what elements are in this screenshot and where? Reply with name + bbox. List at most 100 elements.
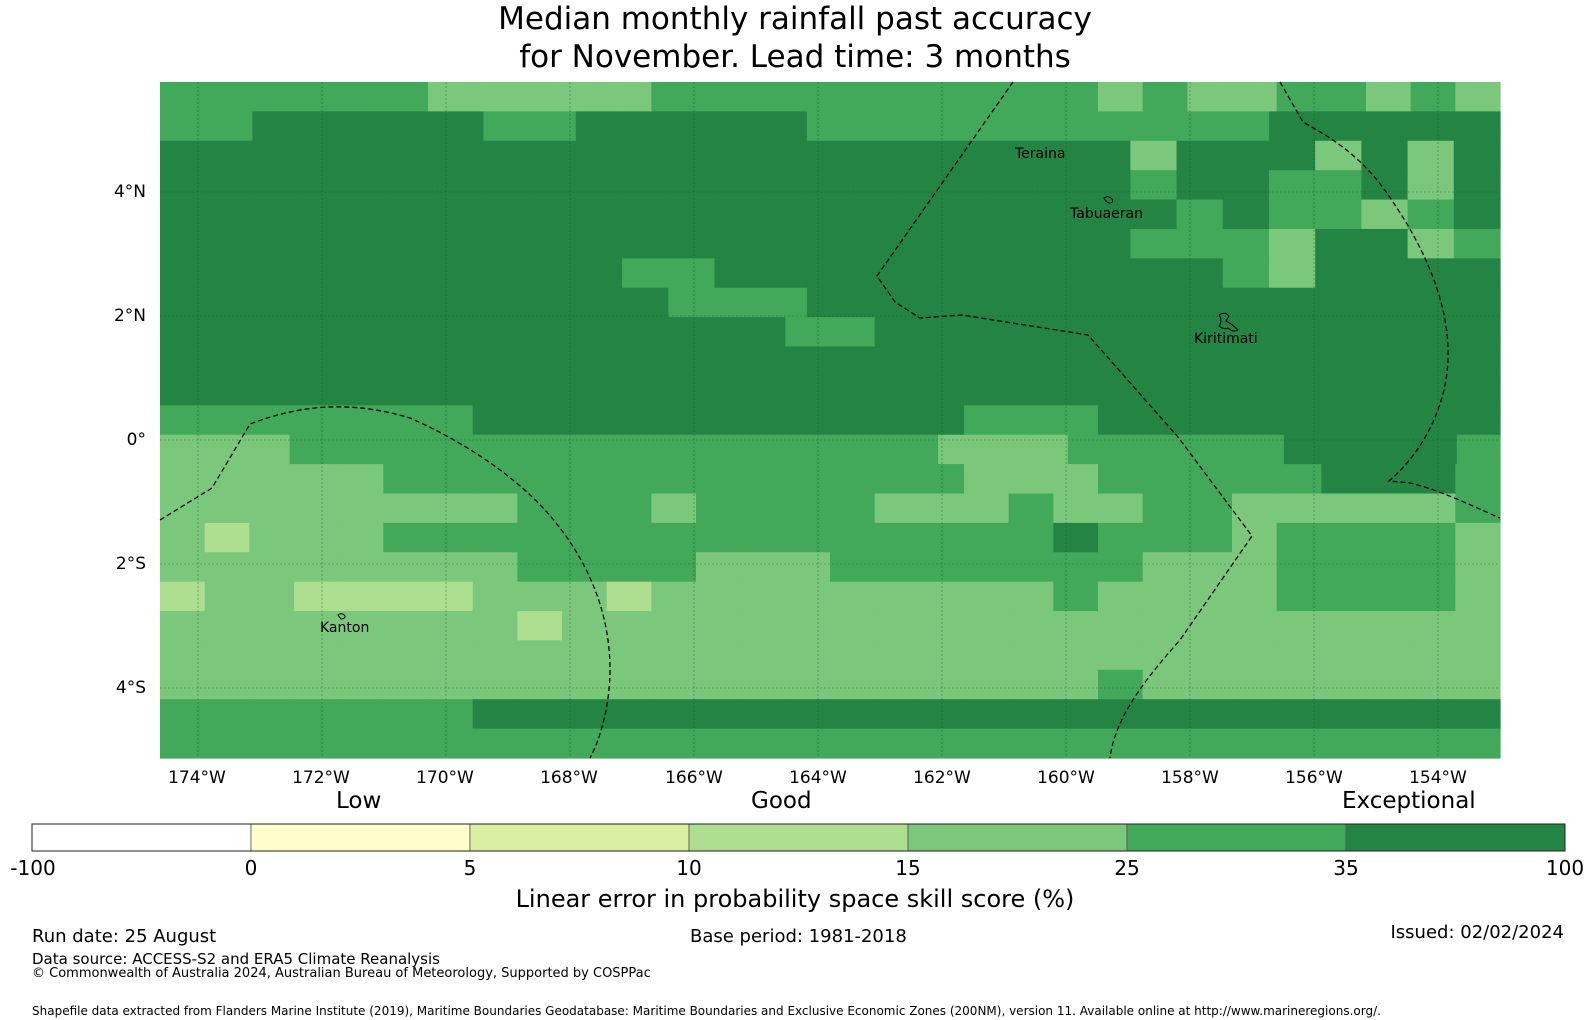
grid-cell [160, 405, 206, 436]
grid-cell [830, 493, 876, 524]
grid-cell [472, 375, 518, 406]
grid-cell [1098, 82, 1144, 112]
grid-cell [740, 375, 786, 406]
grid-cell [562, 375, 608, 406]
grid-cell [517, 346, 563, 377]
grid-cell [740, 522, 786, 553]
grid-cell [991, 228, 1039, 259]
grid-cell [160, 140, 207, 171]
grid-cell [562, 552, 608, 583]
grid-cell [874, 669, 920, 700]
grid-cell [206, 140, 254, 171]
grid-cell [606, 317, 652, 348]
colorbar-category-low: Low [336, 788, 382, 814]
grid-cell [1315, 170, 1362, 201]
issued-date: Issued: 02/02/2024 [1390, 922, 1564, 943]
grid-cell [1142, 346, 1188, 377]
grid-cell [1321, 552, 1367, 583]
grid-cell [853, 170, 900, 201]
grid-cell [606, 669, 652, 700]
grid-cell [1232, 699, 1278, 730]
grid-cell [853, 111, 900, 142]
grid-cell [1037, 170, 1085, 201]
grid-cell [964, 493, 1010, 524]
grid-cell [696, 375, 742, 406]
grid-cell [428, 493, 474, 524]
grid-cell [606, 728, 652, 759]
grid-cell [206, 287, 254, 318]
grid-cell [1142, 375, 1188, 406]
grid-cell [1084, 170, 1131, 201]
grid-cell [785, 581, 831, 612]
grid-cell [991, 287, 1039, 318]
grid-cell [1084, 258, 1131, 289]
grid-cell [1315, 287, 1362, 318]
grid-cell [517, 728, 563, 759]
grid-cell [428, 640, 474, 671]
grid-cell [668, 258, 716, 289]
grid-cell [1176, 199, 1224, 230]
grid-cell [714, 287, 762, 318]
grid-cell [549, 434, 593, 465]
grid-cell [1268, 228, 1316, 259]
grid-cell [651, 611, 697, 642]
grid-cell [938, 434, 982, 465]
grid-cell [204, 522, 250, 553]
grid-cell [1053, 699, 1099, 730]
grid-cell [1187, 346, 1233, 377]
grid-cell [1276, 375, 1322, 406]
grid-cell [383, 493, 429, 524]
grid-cell [1176, 258, 1224, 289]
grid-cell [696, 552, 742, 583]
grid-cell [1366, 317, 1412, 348]
grid-cell [853, 287, 900, 318]
grid-cell [651, 375, 697, 406]
lon-label-154w: 154°W [1409, 768, 1467, 788]
grid-cell [517, 552, 563, 583]
grid-cell [1407, 111, 1455, 142]
grid-cell [249, 611, 295, 642]
grid-cell [606, 493, 652, 524]
grid-cell [206, 199, 254, 230]
grid-cell [252, 199, 300, 230]
grid-cell [252, 287, 300, 318]
grid-cell [428, 375, 474, 406]
grid-cell [1366, 552, 1412, 583]
grid-cell [622, 170, 669, 201]
grid-cell [622, 199, 669, 230]
grid-cell [668, 140, 716, 171]
grid-cell [1232, 317, 1278, 348]
grid-cell [1053, 346, 1099, 377]
grid-cell [1187, 493, 1233, 524]
grid-cell [622, 258, 669, 289]
lon-label-156w: 156°W [1285, 768, 1343, 788]
grid-cell [428, 669, 474, 700]
grid-cell [383, 669, 429, 700]
grid-cell [383, 405, 429, 436]
grid-cell [740, 581, 786, 612]
grid-cell [1008, 464, 1054, 495]
grid-cell [1232, 464, 1278, 495]
grid-cell [651, 552, 697, 583]
grid-cell [1130, 287, 1178, 318]
grid-cell [517, 699, 563, 730]
grid-cell [204, 669, 250, 700]
grid-cell [806, 228, 854, 259]
grid-cell [606, 464, 652, 495]
grid-cell [696, 581, 742, 612]
grid-cell [575, 199, 623, 230]
grid-cell [338, 464, 384, 495]
colorbar-frame [31, 823, 1566, 852]
colorbar-tick-25: 25 [1114, 856, 1140, 880]
grid-cell [1187, 405, 1233, 436]
grid-cell [1407, 170, 1455, 201]
grid-cell [785, 522, 831, 553]
grid-cell [1008, 699, 1054, 730]
grid-cell [1098, 493, 1144, 524]
grid-cell [1222, 287, 1270, 318]
eez-boundaries [159, 81, 1501, 759]
grid-cell [1361, 170, 1409, 201]
grid-cell [437, 111, 485, 142]
grid-cell [1053, 728, 1099, 759]
grid-cell [575, 140, 623, 171]
